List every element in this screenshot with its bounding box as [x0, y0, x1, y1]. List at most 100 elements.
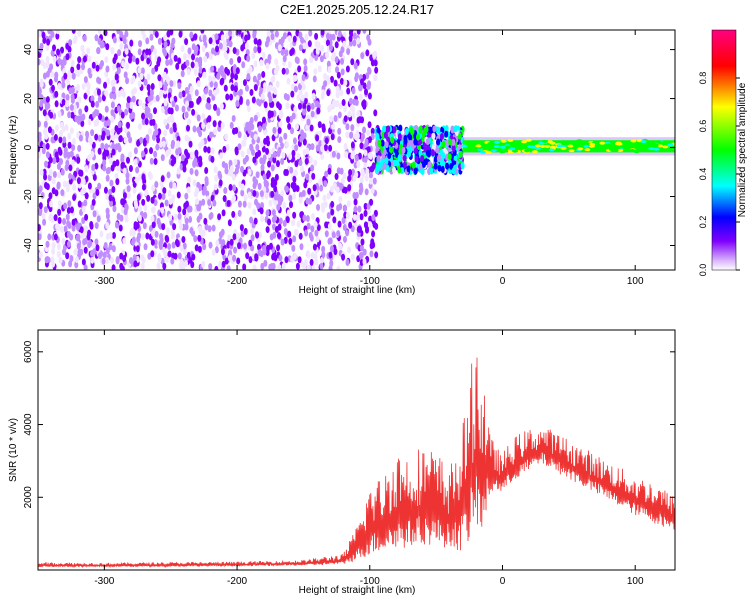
heatmap-cell [135, 166, 140, 174]
heatmap-cell [329, 115, 334, 123]
heatmap-cell [329, 245, 334, 253]
heatmap-cell [260, 202, 265, 210]
heatmap-cell [220, 248, 225, 256]
heatmap-cell [318, 130, 323, 138]
heatmap-cell [294, 160, 299, 168]
heatmap-cell [425, 149, 430, 157]
heatmap-cell [133, 221, 138, 229]
heatmap-cell [185, 100, 190, 108]
heatmap-cell [308, 197, 313, 205]
heatmap-cell [151, 184, 156, 192]
heatmap-cell [655, 140, 662, 144]
heatmap-cell [68, 260, 73, 268]
heatmap-cell [163, 249, 168, 257]
heatmap-cell [111, 231, 116, 239]
heatmap-cell [541, 139, 548, 143]
heatmap-cell [76, 156, 81, 164]
heatmap-cell [359, 244, 364, 252]
heatmap-cell [169, 127, 174, 135]
heatmap-cell [80, 45, 85, 53]
heatmap-cell [76, 242, 81, 250]
heatmap-cell [397, 154, 402, 162]
heatmap-cell [101, 94, 106, 102]
heatmap-cell [155, 94, 160, 102]
heatmap-cell [441, 140, 446, 148]
heatmap-cell [430, 149, 435, 157]
heatmap-cell [246, 55, 251, 63]
heatmap-cell [355, 214, 360, 222]
heatmap-cell [143, 204, 148, 212]
heatmap-cell [271, 209, 276, 217]
heatmap-cell [62, 136, 67, 144]
heatmap-cell [92, 173, 97, 181]
heatmap-cell [45, 240, 50, 248]
heatmap-cell [324, 230, 329, 238]
heatmap-cell [174, 238, 179, 246]
heatmap-cell [198, 212, 203, 220]
heatmap-cell [69, 233, 74, 241]
heatmap-cell [119, 262, 124, 270]
heatmap-cell [293, 74, 298, 82]
heatmap-cell [201, 122, 206, 130]
heatmap-cell [133, 158, 138, 166]
heatmap-cell [262, 82, 267, 90]
heatmap-cell [260, 215, 265, 223]
heatmap-cell [39, 169, 44, 177]
heatmap-cell [363, 221, 368, 229]
heatmap-cell [142, 222, 147, 230]
snr-frame [37, 329, 676, 571]
heatmap-cell [141, 102, 146, 110]
heatmap-cell [363, 209, 368, 217]
heatmap-cell [315, 144, 320, 152]
heatmap-cell [163, 84, 168, 92]
heatmap-cell [252, 189, 257, 197]
heatmap-cell [370, 165, 375, 173]
heatmap-cell [62, 180, 67, 188]
heatmap-cell [373, 209, 378, 217]
heatmap-cell [267, 53, 272, 61]
heatmap-cell [255, 143, 260, 151]
heatmap-cell [328, 144, 333, 152]
heatmap-cell [177, 252, 182, 260]
heatmap-cell [243, 194, 248, 202]
heatmap-cell [120, 198, 125, 206]
heatmap-cell [589, 142, 596, 146]
heatmap-cell [661, 147, 668, 151]
heatmap-cell [147, 171, 152, 179]
heatmap-cell [451, 167, 456, 175]
heatmap-cell [38, 251, 43, 259]
heatmap-cell [211, 248, 216, 256]
heatmap-cell [122, 237, 127, 245]
heatmap-cell [361, 170, 366, 178]
heatmap-cell [287, 230, 292, 238]
heatmap-cell [93, 89, 98, 97]
heatmap-cell [150, 196, 155, 204]
heatmap-cell [56, 243, 61, 251]
heatmap-cell [209, 212, 214, 220]
heatmap-cell [200, 30, 205, 34]
heatmap-cell [268, 199, 273, 207]
heatmap-cell [84, 213, 89, 221]
heatmap-cell [321, 251, 326, 259]
heatmap-cell [63, 202, 68, 210]
heatmap-cell [61, 237, 66, 245]
heatmap-cell [157, 37, 162, 45]
heatmap-cell [208, 241, 213, 249]
heatmap-cell [202, 71, 207, 79]
heatmap-cell [338, 50, 343, 58]
heatmap-cell [306, 222, 311, 230]
heatmap-cell [62, 217, 67, 225]
heatmap-cell [250, 234, 255, 242]
colorbar-tick-label: 0.2 [698, 216, 708, 229]
heatmap-cell [115, 159, 120, 167]
heatmap-cell [290, 90, 295, 98]
heatmap-cell [194, 169, 199, 177]
bottom-y-tick-label: 4000 [23, 413, 34, 436]
heatmap-cell [507, 138, 514, 142]
heatmap-cell [67, 141, 72, 149]
heatmap-cell [298, 196, 303, 204]
heatmap-cell [211, 224, 216, 232]
bottom-x-tick-label: 0 [500, 576, 506, 587]
heatmap-cell [313, 253, 318, 261]
heatmap-cell [127, 56, 132, 64]
